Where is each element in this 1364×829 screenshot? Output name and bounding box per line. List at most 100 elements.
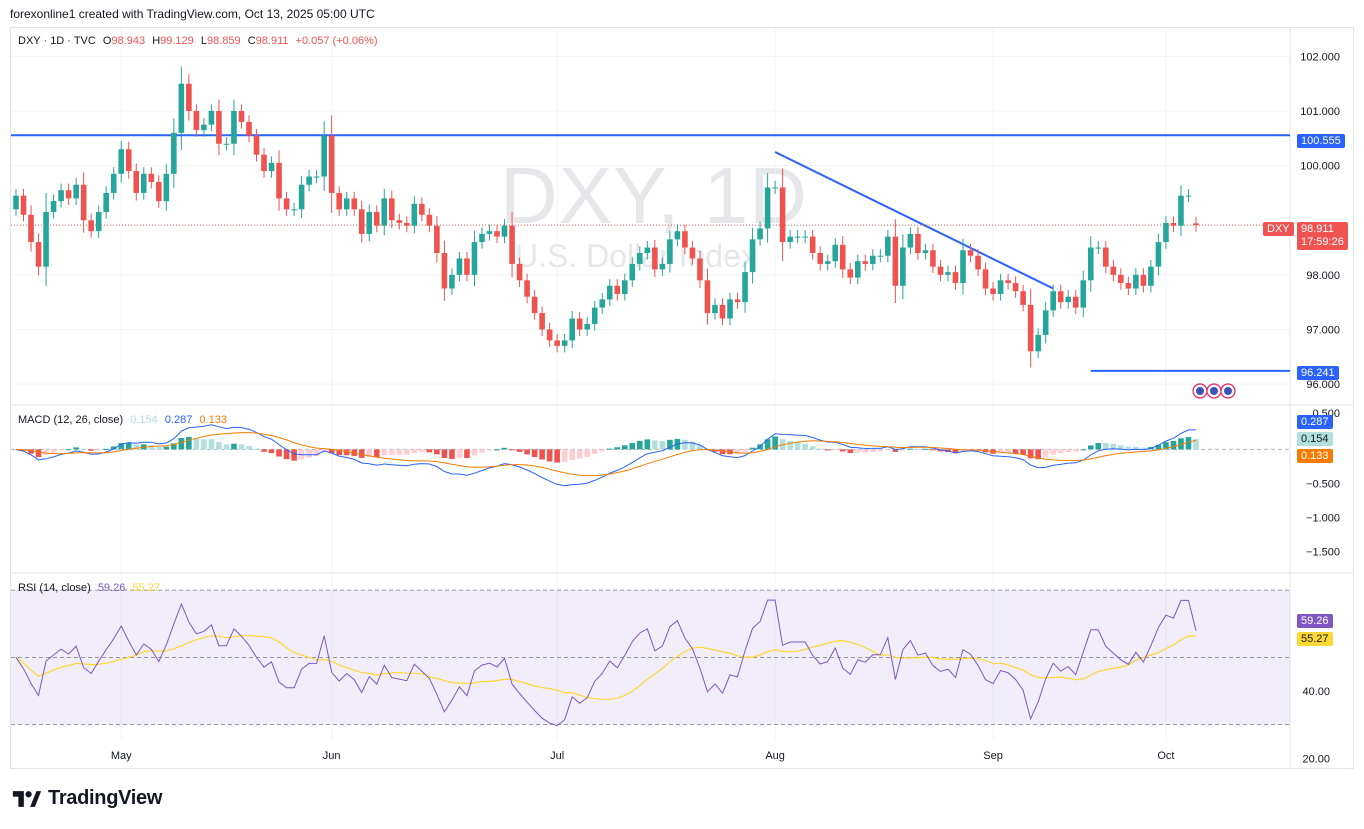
- candle-body: [667, 239, 673, 264]
- rsi-ma-value: 55.27: [132, 582, 160, 594]
- candle-body: [749, 239, 756, 273]
- candle-body: [456, 258, 463, 275]
- candle-body: [411, 203, 418, 226]
- macd-histogram-bar: [434, 449, 440, 455]
- brand-name: TradingView: [48, 787, 163, 809]
- candle-body: [148, 173, 155, 182]
- candle-body: [967, 250, 974, 256]
- open-label: O: [102, 35, 112, 47]
- candle-body: [975, 255, 981, 270]
- macd-histogram-bar: [997, 449, 1004, 454]
- candle-body: [156, 182, 162, 202]
- candle-body: [261, 154, 267, 172]
- candle-body: [133, 171, 140, 193]
- candle-body: [140, 173, 147, 193]
- macd-histogram-bar: [494, 449, 500, 451]
- macd-histogram-bar: [208, 439, 215, 450]
- macd-histogram-bar: [1110, 443, 1117, 450]
- macd-histogram-bar: [358, 449, 365, 458]
- candle-body: [930, 250, 936, 267]
- macd-histogram-bar: [65, 449, 72, 451]
- macd-indicator-label[interactable]: MACD (12, 26, close): [18, 414, 124, 426]
- macd-histogram-bar: [1163, 442, 1169, 450]
- chart-frame[interactable]: [10, 27, 1354, 769]
- macd-histogram-bar: [253, 448, 260, 450]
- macd-tick-label: −0.500: [1306, 478, 1340, 490]
- macd-histogram-bar: [216, 442, 222, 450]
- candle-body: [426, 214, 433, 226]
- chart-credit: forexonline1 created with TradingView.co…: [10, 7, 375, 21]
- macd-histogram-bar: [524, 449, 530, 455]
- last-price-badge: 98.911 17:59:26: [1297, 222, 1348, 250]
- ohlc-legend: DXY · 1D · TVC O98.943 H99.129 L98.859 C…: [18, 35, 382, 47]
- macd-histogram-bar: [915, 448, 921, 450]
- macd-histogram-bar: [201, 439, 207, 450]
- rsi-indicator-label[interactable]: RSI (14, close): [18, 582, 91, 594]
- macd-histogram-bar: [809, 446, 816, 450]
- candle-body: [1035, 334, 1041, 352]
- macd-histogram-bar: [276, 449, 282, 457]
- macd-histogram-bar: [43, 449, 49, 456]
- candle-body: [186, 83, 192, 111]
- candle-body: [471, 242, 478, 275]
- candle-body: [291, 209, 297, 211]
- macd-histogram-bar: [306, 449, 312, 458]
- macd-histogram-bar: [80, 448, 87, 450]
- candle-body: [193, 111, 200, 131]
- candle-body: [1005, 280, 1011, 284]
- candle-body: [464, 258, 470, 275]
- macd-histogram-bar: [1140, 447, 1147, 450]
- candle-body: [802, 236, 808, 238]
- trendline: [774, 151, 1054, 290]
- candle-body: [253, 135, 260, 155]
- candle-body: [479, 233, 485, 243]
- macd-histogram-bar: [539, 449, 545, 460]
- macd-histogram-bar: [614, 447, 621, 450]
- macd-histogram-bar: [509, 449, 515, 451]
- macd-histogram-bar: [1065, 449, 1072, 452]
- macd-histogram-bar: [103, 448, 109, 450]
- macd-hist-badge: 0.154: [1297, 432, 1333, 446]
- macd-histogram-bar: [411, 449, 418, 453]
- candle-body: [576, 318, 583, 330]
- candle-body: [216, 111, 222, 144]
- candle-body: [704, 280, 711, 314]
- candle-body: [366, 212, 373, 234]
- macd-histogram-bar: [787, 440, 793, 450]
- symbol-label[interactable]: DXY · 1D · TVC: [18, 35, 96, 47]
- candle-body: [719, 304, 726, 319]
- candle-body: [1110, 266, 1117, 275]
- candle-body: [1020, 291, 1026, 305]
- candle-body: [388, 198, 395, 221]
- candle-body: [1148, 266, 1154, 286]
- macd-histogram-bar: [516, 449, 523, 452]
- candle-body: [118, 149, 125, 174]
- macd-histogram-bar: [148, 445, 155, 450]
- candle-body: [689, 247, 696, 259]
- candle-body: [50, 201, 57, 213]
- macd-histogram-bar: [426, 449, 433, 453]
- candle-body: [1065, 296, 1072, 303]
- candle-body: [922, 250, 929, 253]
- candle-body: [1170, 222, 1177, 226]
- candle-body: [652, 247, 658, 270]
- candle-body: [1057, 291, 1064, 303]
- candle-body: [659, 263, 666, 270]
- candle-body: [539, 313, 545, 330]
- candle-body: [1080, 280, 1087, 308]
- candle-body: [336, 192, 342, 210]
- tradingview-logo[interactable]: TradingView: [12, 787, 162, 810]
- macd-histogram-bar: [73, 447, 79, 450]
- candle-body: [524, 280, 530, 297]
- macd-histogram-bar: [877, 449, 884, 452]
- time-axis-label: Jun: [323, 750, 341, 762]
- macd-histogram-bar: [328, 449, 335, 454]
- macd-histogram-bar: [561, 449, 568, 463]
- candle-body: [637, 253, 643, 264]
- candle-body: [449, 274, 455, 289]
- tradingview-logo-icon: [12, 790, 42, 807]
- candle-body: [358, 209, 365, 234]
- candle-body: [125, 149, 132, 172]
- candle-body: [682, 231, 688, 248]
